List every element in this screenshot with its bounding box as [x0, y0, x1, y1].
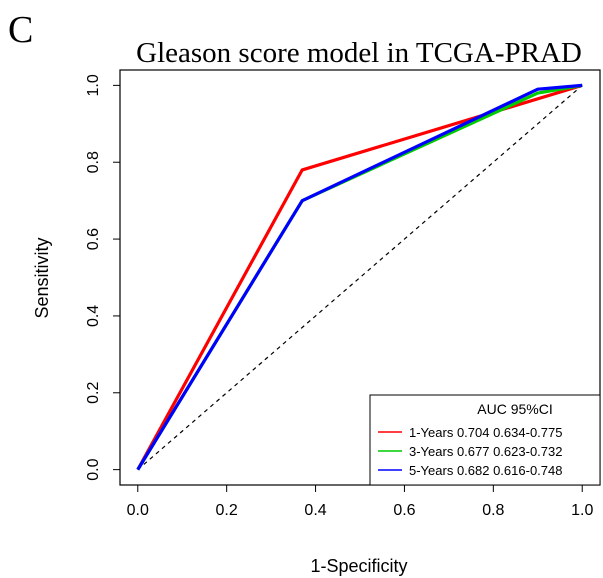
x-tick-label: 0.8 — [482, 502, 504, 519]
legend-entry-label: 5-Years 0.682 0.616-0.748 — [409, 463, 562, 478]
series-layer — [136, 83, 583, 471]
y-tick-label: 0.0 — [85, 458, 102, 480]
legend-entry-label: 3-Years 0.677 0.623-0.732 — [409, 444, 562, 459]
x-tick-label: 0.6 — [393, 502, 415, 519]
roc-curve-3 — [136, 83, 583, 471]
legend-box — [369, 394, 601, 486]
x-axis: 0.0 0.2 0.4 0.6 0.8 1.0 — [127, 485, 593, 519]
x-tick-label: 0.2 — [216, 502, 238, 519]
x-axis-label: 1-Specificity — [310, 556, 407, 576]
chart-title: Gleason score model in TCGA-PRAD — [136, 37, 582, 69]
legend-entries: 1-Years 0.704 0.634-0.775 3-Years 0.677 0… — [378, 425, 562, 478]
legend-entry-label: 1-Years 0.704 0.634-0.775 — [409, 425, 562, 440]
panel-label: C — [8, 9, 33, 51]
legend: AUC 95%CI 1-Years 0.704 0.634-0.775 3-Yea… — [369, 394, 601, 486]
x-tick-label: 0.0 — [127, 502, 149, 519]
reference-diagonal — [137, 84, 583, 471]
y-axis-label: Sensitivity — [32, 237, 52, 318]
y-tick-label: 0.2 — [85, 382, 102, 404]
plot-frame — [119, 69, 601, 486]
y-tick-label: 0.4 — [85, 305, 102, 327]
y-tick-label: 0.6 — [85, 228, 102, 250]
x-tick-label: 1.0 — [571, 502, 593, 519]
y-tick-label: 1.0 — [85, 74, 102, 96]
legend-title: AUC 95%CI — [477, 401, 552, 417]
y-tick-label: 0.8 — [85, 151, 102, 173]
x-tick-label: 0.4 — [304, 502, 326, 519]
y-axis: 0.0 0.2 0.4 0.6 0.8 1.0 — [85, 74, 120, 481]
